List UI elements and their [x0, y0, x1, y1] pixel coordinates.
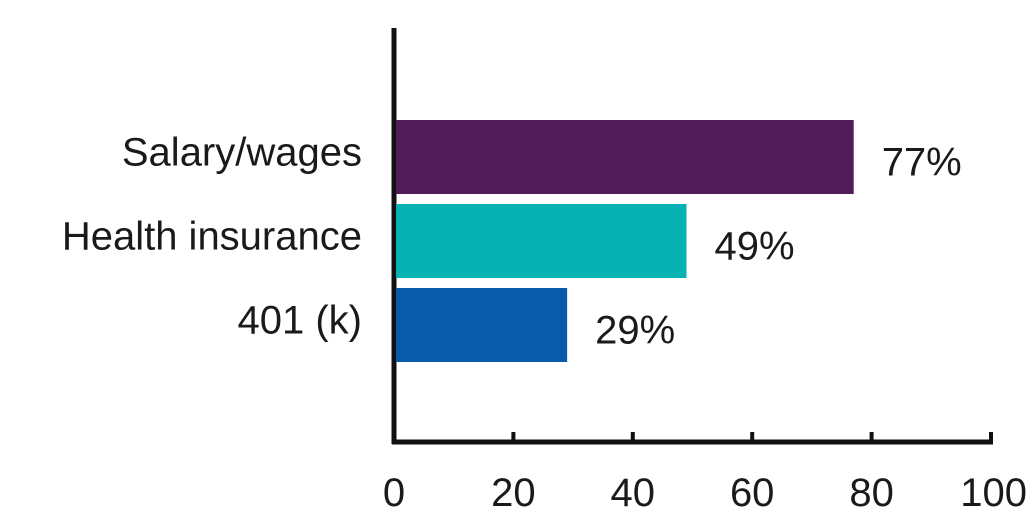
x-tick-label-20: 20 [491, 471, 536, 510]
value-label-health-insurance: 49% [715, 225, 795, 269]
bars-group [396, 120, 854, 362]
x-tick-label-40: 40 [611, 471, 656, 510]
x-tick-label-0: 0 [383, 471, 405, 510]
category-label-salary-wages: Salary/wages [122, 131, 362, 175]
bar-health-insurance [396, 204, 687, 278]
x-tick-label-60: 60 [730, 471, 775, 510]
x-tick-label-100: 100 [960, 471, 1027, 510]
value-label-401-k: 29% [595, 309, 675, 353]
x-tick-label-80: 80 [849, 471, 894, 510]
value-label-salary-wages: 77% [882, 141, 962, 185]
bar-401-k [396, 288, 568, 362]
x-ticks-group: 0 20 40 60 80 100 [383, 432, 1027, 510]
labels-group: Salary/wages 77% Health insurance 49% 401 (k… [62, 131, 962, 353]
category-label-401-k: 401 (k) [238, 299, 363, 343]
bar-salary-wages [396, 120, 854, 194]
category-label-health-insurance: Health insurance [62, 215, 362, 259]
